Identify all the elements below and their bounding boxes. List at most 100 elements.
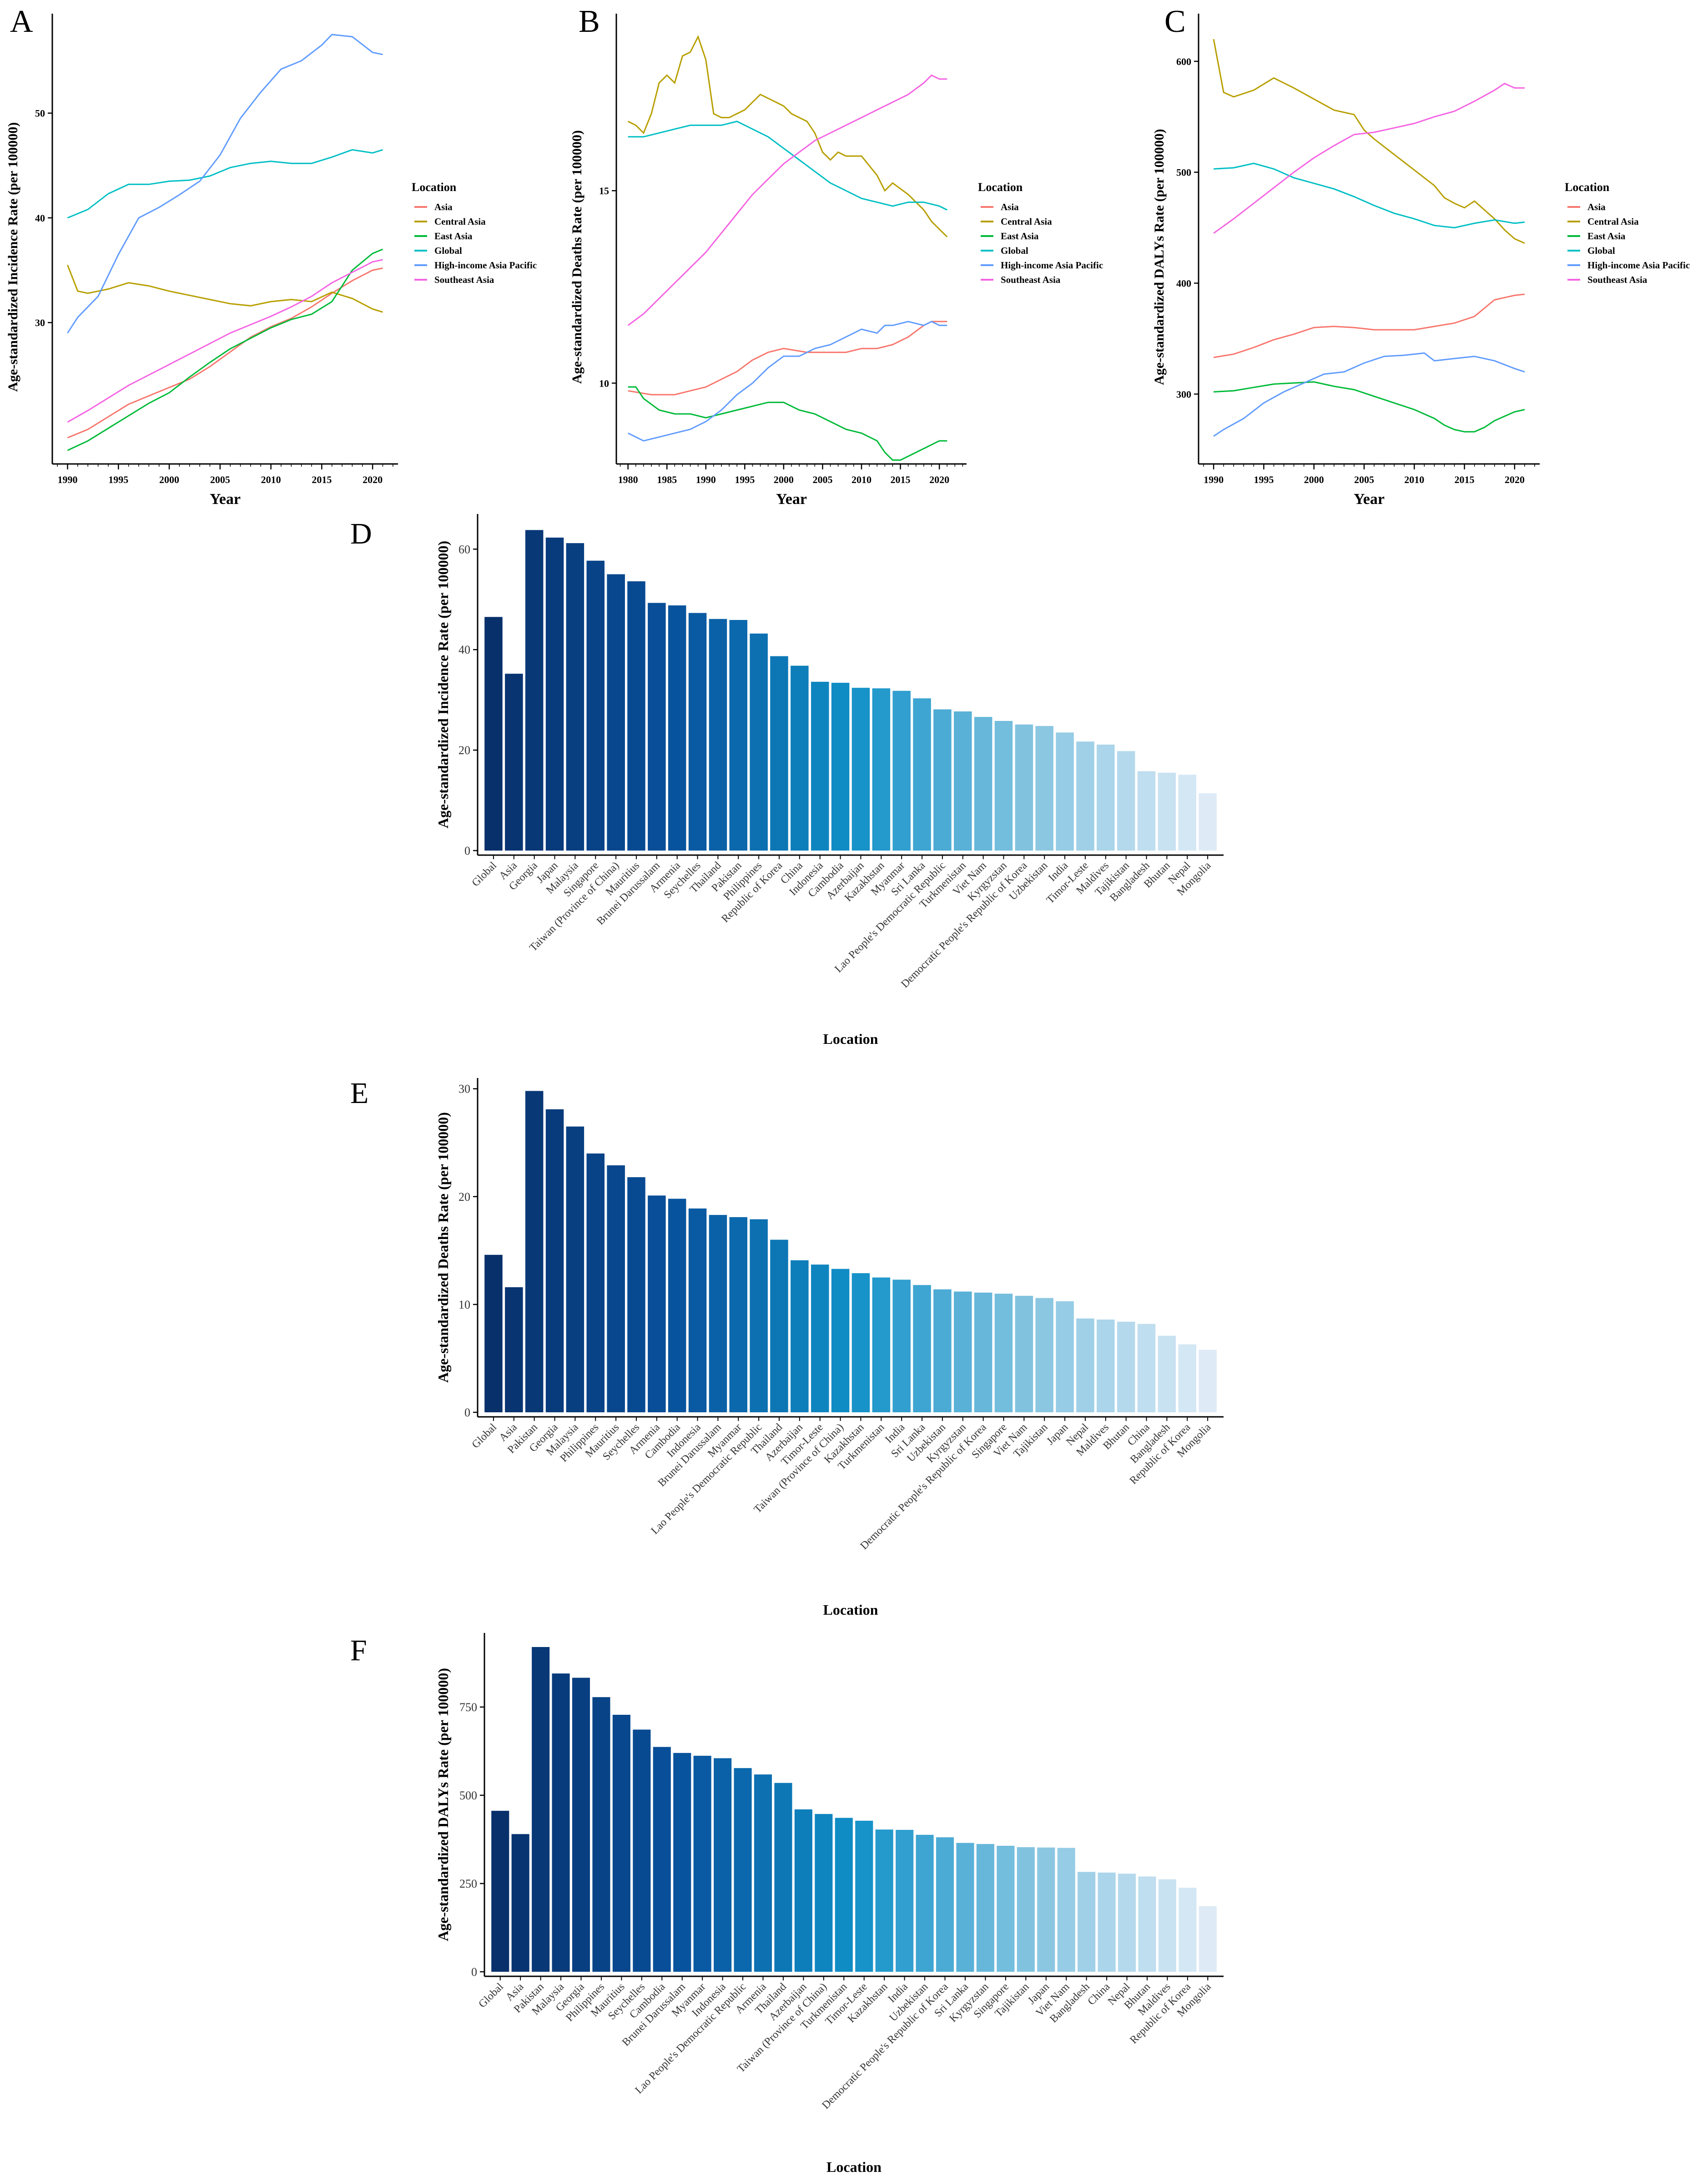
legend: Location Asia Central Asia East Asia Global H… <box>412 181 537 285</box>
bar <box>1158 772 1176 851</box>
x-tick-label: 2010 <box>1404 474 1424 485</box>
panel-C: C 1990 1995 2000 2005 2010 2015 2020 300 400 500 60… <box>1152 4 1690 508</box>
bar <box>545 1109 564 1412</box>
x-tick-label: 2010 <box>261 474 281 485</box>
bar <box>1178 775 1196 851</box>
bar <box>913 1285 931 1412</box>
x-axis-title: Location <box>823 1602 878 1618</box>
x-tick-label: 2005 <box>210 474 230 485</box>
bar <box>734 1768 752 1972</box>
bar <box>709 1215 727 1412</box>
bar <box>729 620 747 851</box>
y-tick-label: 750 <box>459 1701 477 1714</box>
bar <box>892 690 911 851</box>
x-tick-label: 2015 <box>891 474 911 485</box>
bar <box>586 1153 605 1412</box>
bar <box>1035 1298 1053 1412</box>
legend-label: Central Asia <box>1001 216 1052 227</box>
legend-label: Central Asia <box>1587 216 1639 227</box>
bar <box>1097 1320 1115 1412</box>
bar <box>1097 745 1115 851</box>
bar <box>916 1834 934 1972</box>
bar <box>933 1289 952 1412</box>
bar <box>1057 1848 1075 1972</box>
legend: Location Asia Central Asia East Asia Global H… <box>978 181 1103 285</box>
bar <box>1035 726 1053 851</box>
bar <box>511 1834 529 1972</box>
bar <box>532 1647 550 1972</box>
x-tick-label: 2000 <box>1304 474 1324 485</box>
bar <box>648 603 666 851</box>
bar <box>572 1677 590 1972</box>
panel-letter: F <box>350 1634 367 1667</box>
bar <box>633 1729 651 1972</box>
bar <box>892 1279 911 1412</box>
bar <box>1015 1295 1033 1412</box>
x-tick-label: 2005 <box>812 474 832 485</box>
bar <box>729 1217 747 1412</box>
bar <box>1138 1876 1156 1972</box>
x-tick-label: 2005 <box>1354 474 1374 485</box>
bar <box>1199 1350 1217 1412</box>
panel-A: A 1990 1995 2000 2005 2010 2015 2020 30 40 50 Year A… <box>5 4 537 508</box>
bar <box>484 1254 503 1412</box>
x-axis-title: Year <box>210 491 241 508</box>
bar <box>1137 1324 1156 1412</box>
y-tick-label: 60 <box>458 543 470 556</box>
bar <box>954 711 972 851</box>
bar <box>933 709 952 851</box>
bar <box>855 1820 873 1972</box>
bar <box>774 1783 792 1972</box>
bar <box>994 1294 1013 1412</box>
bar <box>831 683 850 851</box>
bar <box>851 688 870 851</box>
y-tick-label: 50 <box>35 108 45 119</box>
bar <box>1179 1888 1197 1972</box>
panel-letter: A <box>10 4 33 39</box>
legend-label: Central Asia <box>434 216 486 227</box>
x-tick-label: 2000 <box>159 474 179 485</box>
y-tick-label: 40 <box>458 643 470 656</box>
x-tick-label: 1985 <box>657 474 677 485</box>
x-tick-label: 2020 <box>363 474 383 485</box>
legend-label: Southeast Asia <box>1001 274 1061 285</box>
y-tick-label: 10 <box>599 378 609 389</box>
bar <box>1137 771 1156 851</box>
bar <box>974 1292 993 1412</box>
y-tick-label: 0 <box>471 1965 477 1979</box>
bar <box>484 617 503 851</box>
bar <box>994 721 1013 851</box>
y-tick-label: 500 <box>459 1789 477 1802</box>
y-tick-label: 300 <box>1176 388 1191 400</box>
bar <box>693 1756 711 1972</box>
series-line-global <box>1214 162 1525 229</box>
series-line-east-asia <box>1214 381 1525 433</box>
bar <box>688 613 707 851</box>
bar <box>525 530 544 851</box>
x-tick-label: 2015 <box>1455 474 1475 485</box>
series-line-high-income-asia-pacific <box>67 34 383 334</box>
y-axis-title: Age-standardized Deaths Rate (per 100000… <box>569 130 584 384</box>
series-line-global <box>628 121 947 211</box>
bar <box>586 560 605 851</box>
legend-label: Asia <box>1587 201 1606 212</box>
series-line-central-asia <box>1213 39 1525 244</box>
x-tick-label: 1990 <box>696 474 716 485</box>
bar <box>754 1774 772 1972</box>
x-axis-title: Location <box>823 1031 878 1047</box>
x-tick-label: 2000 <box>774 474 794 485</box>
bar <box>1178 1344 1196 1412</box>
series-line-east-asia <box>67 248 383 451</box>
legend-label: East Asia <box>1587 231 1626 242</box>
y-tick-label: 0 <box>464 1406 470 1419</box>
bar <box>791 665 809 851</box>
bar <box>835 1818 853 1972</box>
x-tick-label: 1990 <box>1204 474 1224 485</box>
bar <box>872 1277 891 1412</box>
legend-label: High-income Asia Pacific <box>1587 260 1690 271</box>
bar <box>1037 1847 1055 1972</box>
y-tick-label: 400 <box>1176 278 1191 289</box>
legend-title: Location <box>1565 181 1610 194</box>
bar <box>545 537 564 851</box>
y-tick-label: 250 <box>459 1877 477 1890</box>
